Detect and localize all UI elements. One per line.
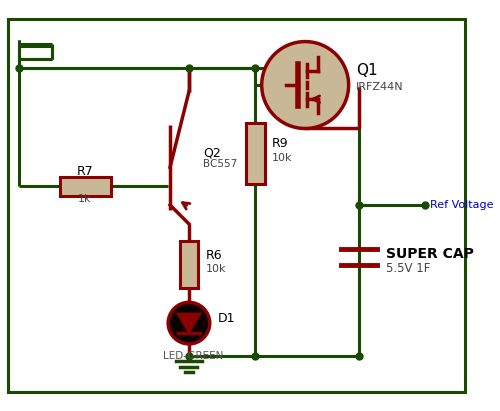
Text: R6: R6 (206, 249, 222, 262)
Text: BC557: BC557 (203, 159, 237, 169)
Text: Q2: Q2 (203, 147, 221, 159)
Bar (246, 123, 264, 184)
Text: R7: R7 (76, 164, 94, 178)
Text: 10k: 10k (272, 153, 292, 163)
Text: SUPER CAP: SUPER CAP (386, 247, 474, 261)
Text: 1k: 1k (78, 194, 92, 204)
Bar (60, 177, 112, 196)
Text: 10k: 10k (206, 264, 227, 274)
Text: D1: D1 (218, 312, 235, 325)
Text: LED-GREEN: LED-GREEN (162, 351, 223, 361)
Text: Q1: Q1 (356, 63, 378, 79)
Text: IRFZ44N: IRFZ44N (356, 82, 404, 92)
Text: R9: R9 (272, 137, 288, 150)
Text: 5.5V 1F: 5.5V 1F (386, 262, 431, 275)
Circle shape (262, 42, 348, 129)
Bar (180, 241, 199, 288)
Polygon shape (178, 314, 201, 332)
Circle shape (168, 302, 209, 344)
Text: Ref Voltage: Ref Voltage (430, 200, 494, 210)
